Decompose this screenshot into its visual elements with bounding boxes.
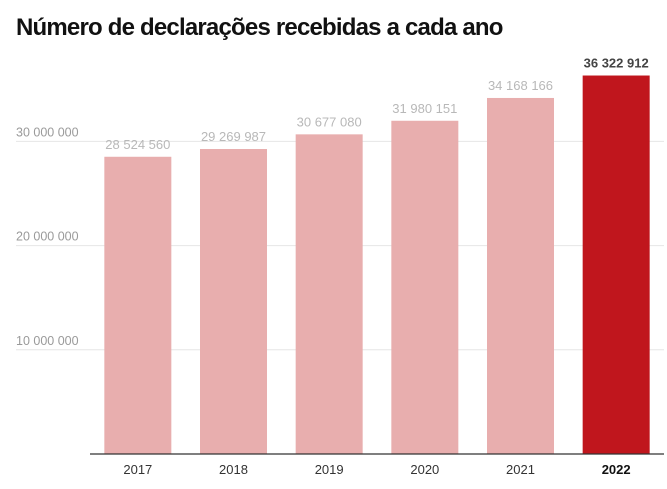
bar — [487, 97, 554, 454]
bar — [104, 156, 172, 454]
bar — [200, 149, 267, 455]
y-tick-label: 10 000 000 — [16, 334, 79, 348]
x-tick-label: 2018 — [219, 462, 248, 477]
value-label: 31 980 151 — [392, 101, 457, 116]
value-label: 28 524 560 — [105, 137, 170, 152]
x-tick-label: 2021 — [506, 462, 535, 477]
bar — [295, 134, 363, 454]
y-tick-label: 30 000 000 — [16, 125, 79, 139]
y-tick-label: 20 000 000 — [16, 230, 79, 244]
value-label: 30 677 080 — [297, 114, 362, 129]
x-tick-label: 2019 — [315, 462, 344, 477]
chart-title: Número de declarações recebidas a cada a… — [16, 14, 503, 41]
value-label: 34 168 166 — [488, 78, 553, 93]
value-label: 29 269 987 — [201, 129, 266, 144]
bar — [582, 75, 650, 454]
x-tick-label: 2020 — [410, 462, 439, 477]
bar — [391, 120, 459, 455]
x-tick-label: 2022 — [602, 462, 631, 477]
value-label: 36 322 912 — [584, 56, 649, 71]
x-tick-label: 2017 — [123, 462, 152, 477]
